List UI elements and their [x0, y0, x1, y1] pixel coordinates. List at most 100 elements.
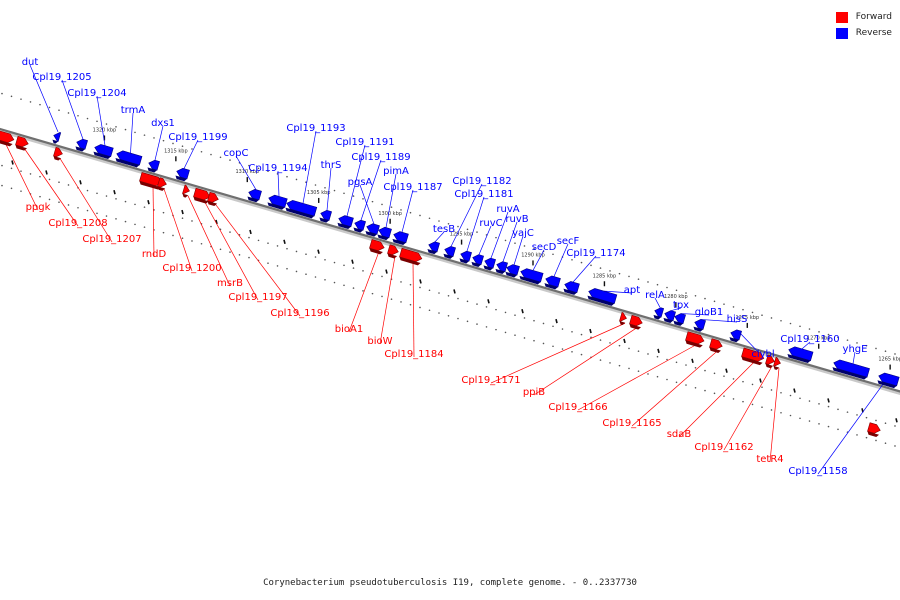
tick-dot	[533, 339, 535, 342]
minor-tick	[759, 378, 762, 383]
tick-dot	[371, 200, 374, 203]
label-ppib: ppiB	[523, 387, 545, 398]
tick-dot	[466, 300, 469, 303]
tick-dot	[362, 198, 364, 200]
label-cpl19-1197: Cpl19_1197	[228, 292, 287, 303]
kbp-tick-label: 1275 kbp	[736, 315, 760, 321]
tick-dot	[381, 203, 383, 206]
gene-cpl19-1158	[877, 372, 900, 389]
leader-cpl19-1165	[631, 350, 719, 427]
tick-dot	[884, 422, 887, 425]
tick-dot	[789, 394, 792, 397]
label-cpl19-1199: Cpl19_1199	[168, 132, 227, 143]
tick-dot	[647, 373, 649, 375]
tick-dot	[523, 337, 526, 339]
tick-dot	[314, 184, 317, 186]
minor-tick	[113, 190, 116, 195]
tick-dot	[324, 186, 326, 189]
minor-tick	[487, 299, 490, 304]
label-cpl19-1165: Cpl19_1165	[602, 418, 661, 429]
tick-dot	[780, 411, 782, 414]
tick-dot	[865, 436, 868, 439]
gene-cpl19-1204	[93, 144, 114, 159]
tick-dot	[533, 247, 535, 250]
tick-dot	[219, 156, 222, 159]
tick-dot	[257, 239, 260, 242]
tick-dot	[504, 239, 507, 242]
tick-dot	[856, 342, 858, 344]
tick-dot	[172, 142, 174, 145]
tick-dot	[656, 283, 659, 286]
gene-cpl19-1162	[765, 354, 775, 369]
gene-hiss	[693, 319, 706, 332]
tick-dot	[637, 350, 640, 352]
tick-dot	[457, 297, 459, 300]
tick-dot	[67, 184, 70, 186]
gene-cpl19-1160	[787, 346, 814, 364]
tick-dot	[48, 198, 51, 201]
minor-tick	[589, 328, 592, 334]
gene-ruvb	[495, 261, 508, 274]
tick-dot	[618, 364, 621, 367]
tick-dot	[390, 298, 393, 300]
minor-tick	[623, 338, 626, 344]
tick-dot	[580, 261, 583, 264]
tick-dot	[333, 189, 336, 192]
tick-dot	[675, 361, 678, 364]
leader-cpl19-1182	[450, 183, 483, 247]
gene-secf	[544, 275, 561, 290]
leader-msrb	[187, 195, 231, 287]
tick-dot	[504, 311, 507, 314]
leader-pgsa	[359, 184, 375, 225]
tick-dot	[343, 264, 345, 267]
leader-cpl19-1184	[412, 261, 415, 358]
tick-dot	[39, 175, 41, 178]
tick-dot	[343, 284, 345, 287]
tick-dot	[447, 294, 450, 297]
leader-cpl19-1162	[723, 365, 773, 451]
leader-cpl19-1200	[163, 188, 193, 272]
tick-dot	[656, 375, 659, 378]
tick-marks: 1320 kbp 1315 kbp 1310 kbp 1305 kbp 1300 kbp…	[1, 92, 900, 447]
tick-dot	[419, 286, 421, 289]
label-ruvc: ruvC	[479, 218, 502, 229]
tick-dot	[808, 420, 811, 422]
tick-dot	[789, 322, 792, 325]
minor-tick	[215, 219, 218, 225]
gene-dut	[52, 132, 62, 144]
tick-dot	[628, 275, 630, 278]
leader-cpl19-1204	[96, 95, 106, 146]
tick-dot	[808, 328, 811, 330]
minor-tick	[385, 269, 388, 274]
tick-dot	[324, 258, 326, 261]
label-biow: bioW	[367, 336, 392, 347]
label-ruva: ruvA	[496, 204, 519, 215]
tick-dot	[552, 345, 554, 348]
gene-cpl19-1182	[443, 246, 456, 259]
gene-cpl19-1196	[207, 191, 219, 206]
label-copc: copC	[224, 148, 249, 159]
legend-forward: Forward	[835, 9, 892, 25]
label-bioa1: bioA1	[335, 324, 363, 335]
tick-dot	[352, 267, 355, 269]
forward-swatch	[835, 11, 848, 23]
tick-dot	[134, 223, 136, 226]
label-sdab: sdaB	[667, 429, 692, 440]
tick-dot	[894, 425, 896, 427]
tick-dot	[248, 236, 250, 239]
leader-yajc	[513, 235, 524, 265]
minor-tick	[555, 318, 558, 324]
tick-dot	[333, 281, 336, 284]
gene-cpl19-1207	[53, 146, 63, 161]
tick-dot	[295, 250, 298, 253]
tick-dot	[438, 220, 440, 222]
leader-cpl19-1194	[277, 170, 280, 197]
tick-dot	[134, 203, 136, 206]
gene-yhge	[832, 359, 870, 380]
tick-dot	[770, 317, 773, 319]
tick-dot	[732, 306, 735, 308]
tick-dot	[514, 334, 516, 336]
tick-dot	[542, 342, 545, 345]
label-clybl: clybl	[751, 349, 774, 360]
label-rndd: rndD	[142, 249, 167, 260]
